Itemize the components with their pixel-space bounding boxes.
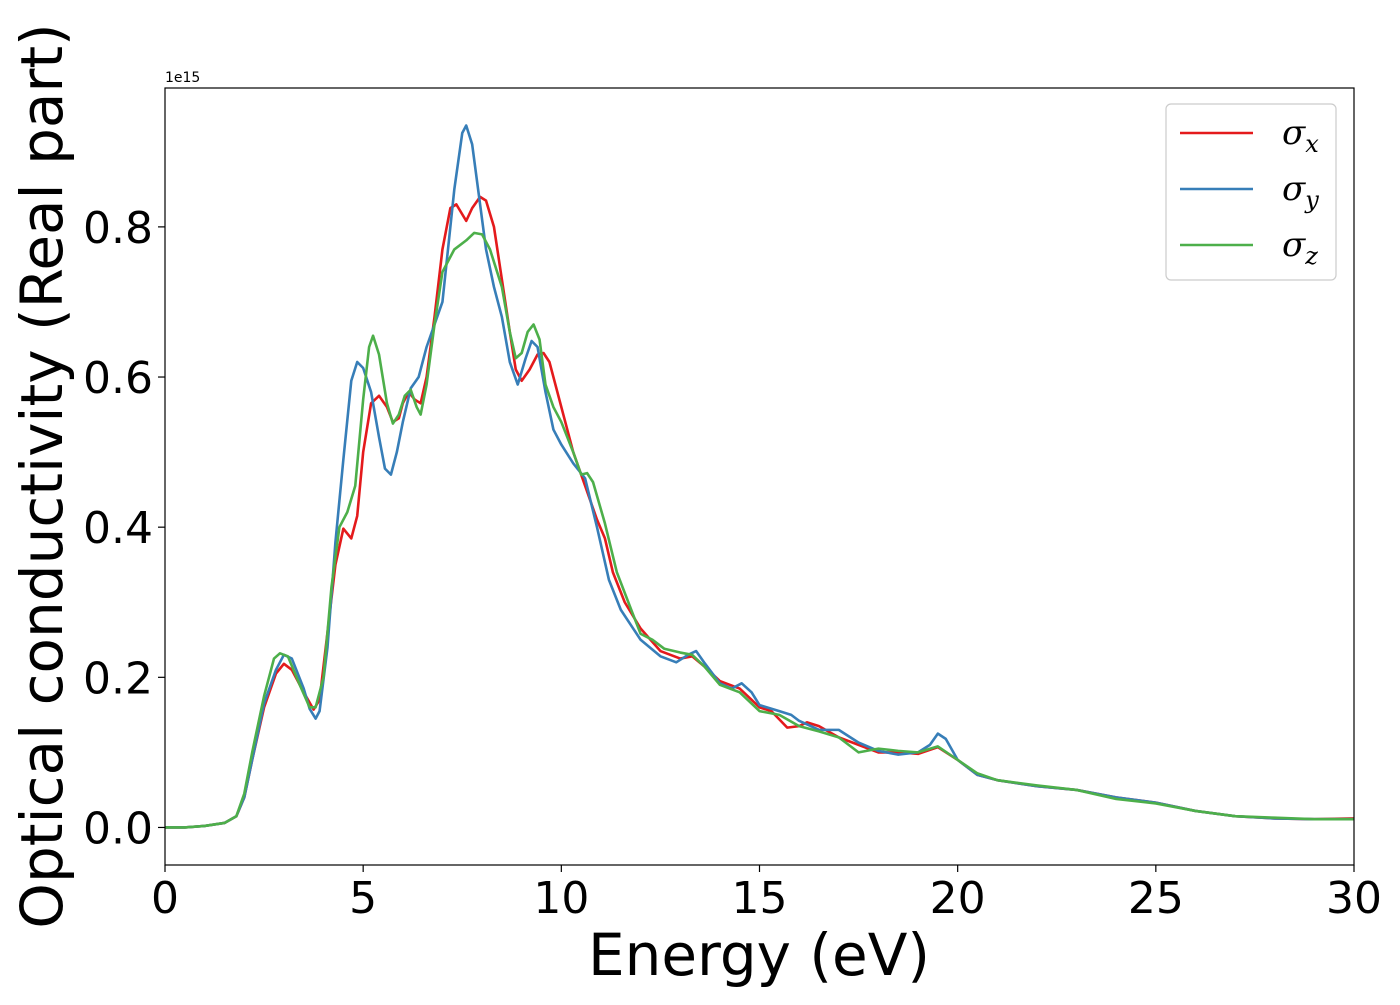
x-tick-label: 20: [930, 873, 986, 924]
x-tick-label: 5: [349, 873, 377, 924]
x-ticks: 0 5 10 15 20 25 30: [151, 865, 1382, 924]
legend: σx σy σz: [1165, 103, 1337, 281]
y-tick-label: 0.6: [83, 353, 153, 404]
legend-box: [1165, 103, 1337, 281]
y-axis-label: Optical conductivity (Real part): [8, 23, 76, 928]
y-tick-label: 0.2: [83, 653, 153, 704]
x-tick-label: 10: [533, 873, 589, 924]
y-tick-label: 0.4: [83, 503, 153, 554]
y-offset-label: 1e15: [165, 70, 200, 86]
series-layer: [165, 124, 1354, 829]
x-tick-label: 0: [151, 873, 179, 924]
y-tick-label: 0.8: [83, 203, 153, 254]
x-tick-label: 25: [1128, 873, 1184, 924]
legend-label-z: σz: [1282, 225, 1318, 270]
series-line-x: [165, 195, 1354, 829]
legend-label-x: σx: [1282, 113, 1319, 158]
y-tick-label: 0.0: [83, 803, 153, 854]
x-tick-label: 15: [732, 873, 788, 924]
legend-label-y: σy: [1282, 169, 1319, 214]
y-ticks: 0.0 0.2 0.4 0.6 0.8: [83, 203, 165, 854]
x-tick-label: 30: [1326, 873, 1382, 924]
series-line-z: [165, 231, 1354, 829]
x-axis-label: Energy (eV): [588, 921, 930, 989]
